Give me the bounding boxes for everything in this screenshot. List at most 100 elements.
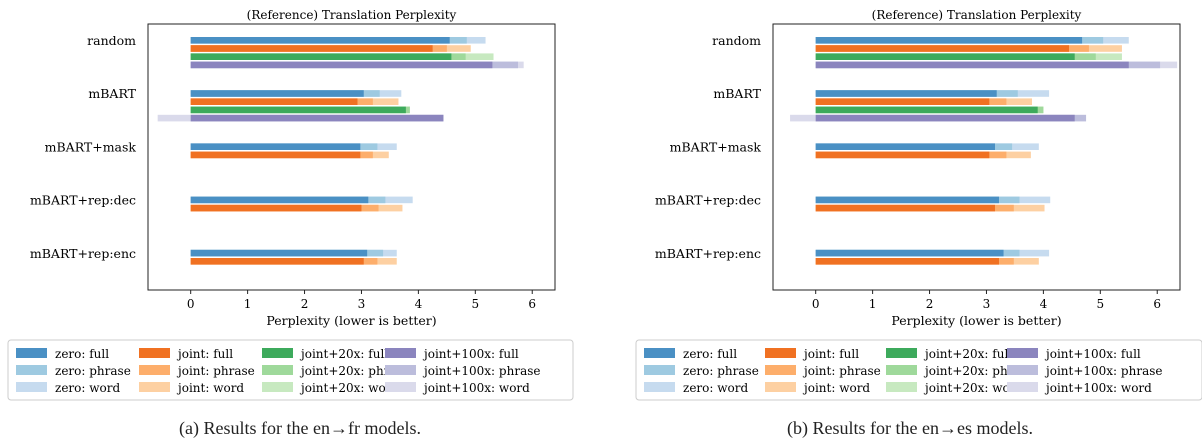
legend-label: joint: full [176, 347, 233, 361]
legend-label: joint+20x: full [923, 347, 1012, 361]
bar-joint-full [815, 45, 1069, 52]
legend-label: joint+100x: phrase [422, 364, 540, 378]
legend-swatch [1007, 365, 1038, 375]
category-label: mBART [88, 86, 136, 101]
legend-swatch [886, 365, 917, 375]
plot-frame [147, 23, 556, 291]
bar-joint100x-word [790, 114, 816, 122]
x-tick-label: 6 [1153, 297, 1161, 311]
chart-en-es: (Reference) Translation Perplexity random… [635, 8, 1202, 401]
bar-joint20x-full [190, 106, 406, 114]
bar-joint-full [815, 151, 990, 159]
legend-swatch [1007, 348, 1038, 358]
chart-en-fr: (Reference) Translation Perplexity random… [7, 8, 574, 401]
legend-swatch [385, 365, 416, 375]
bar-zero-full [815, 90, 997, 97]
category-label: mBART+mask [670, 139, 762, 154]
legend-label: joint+100x: phrase [1044, 364, 1162, 378]
category-label: mBART+rep:enc [655, 246, 761, 261]
legend-swatch [139, 348, 170, 358]
bar-zero-full [190, 37, 450, 44]
legend-label: joint+20x: full [299, 347, 388, 361]
x-tick-label: 3 [983, 297, 991, 311]
legend-label: joint: phrase [802, 364, 881, 378]
legend-label: joint+20x: phrase [299, 364, 410, 378]
panel-en-es: (Reference) Translation Perplexity random… [620, 0, 1202, 448]
bar-joint-full [190, 258, 364, 265]
bar-joint-full [815, 258, 999, 265]
bar-zero-full [815, 37, 1083, 44]
bar-joint20x-full [190, 53, 452, 60]
legend-swatch [385, 348, 416, 358]
chart-title: (Reference) Translation Perplexity [247, 8, 457, 22]
legend-label: joint+100x: full [1044, 347, 1141, 361]
x-tick-label: 6 [528, 297, 536, 311]
category-label: random [712, 33, 761, 48]
legend-swatch [765, 365, 796, 375]
bar-joint100x-full [815, 61, 1129, 69]
bar-zero-full [190, 143, 361, 150]
legend-swatch [139, 365, 170, 375]
x-tick-label: 4 [1040, 297, 1048, 311]
bar-joint20x-full [815, 106, 1038, 114]
category-label: random [87, 33, 136, 48]
legend-swatch [262, 382, 293, 392]
legend-swatch [16, 365, 47, 375]
x-axis-label: Perplexity (lower is better) [266, 313, 436, 328]
bar-joint100x-full [815, 114, 1075, 122]
plot-frame [772, 23, 1181, 291]
legend-swatch [16, 348, 47, 358]
legend-label: zero: full [683, 347, 737, 361]
x-tick-label: 1 [244, 297, 252, 311]
x-tick-label: 5 [471, 297, 479, 311]
bar-joint100x-full [190, 114, 444, 122]
category-label: mBART+mask [45, 139, 137, 154]
legend-label: joint+100x: word [422, 381, 530, 395]
bar-joint-full [190, 98, 358, 105]
legend-label: zero: phrase [683, 364, 759, 378]
x-tick-label: 4 [415, 297, 423, 311]
legend-swatch [886, 348, 917, 358]
bar-zero-full [815, 143, 995, 150]
category-label: mBART [713, 86, 761, 101]
legend-swatch [644, 348, 675, 358]
bar-joint-full [190, 45, 433, 52]
x-axis-label: Perplexity (lower is better) [891, 313, 1061, 328]
x-tick-label: 5 [1096, 297, 1104, 311]
legend-label: joint+100x: word [1044, 381, 1152, 395]
chart-title: (Reference) Translation Perplexity [872, 8, 1082, 22]
legend-label: zero: phrase [55, 364, 131, 378]
legend-label: joint+100x: full [422, 347, 519, 361]
bar-zero-full [815, 249, 1004, 257]
legend-label: joint+20x: word [923, 381, 1024, 395]
legend-label: zero: word [683, 381, 748, 395]
bar-joint-full [815, 204, 995, 212]
bar-zero-full [190, 249, 368, 257]
bar-zero-full [815, 196, 999, 204]
legend-label: joint: full [802, 347, 859, 361]
legend-swatch [139, 382, 170, 392]
x-tick-label: 1 [869, 297, 877, 311]
panel-en-fr: (Reference) Translation Perplexity random… [0, 0, 600, 448]
x-tick-label: 2 [301, 297, 309, 311]
legend-swatch [262, 365, 293, 375]
caption-en-es: (b) Results for the en→es models. [787, 418, 1033, 438]
legend-label: joint: word [802, 381, 870, 395]
bar-joint100x-full [190, 61, 493, 69]
legend-swatch [765, 348, 796, 358]
legend-swatch [262, 348, 293, 358]
legend-swatch [765, 382, 796, 392]
legend-label: zero: full [55, 347, 109, 361]
legend-swatch [886, 382, 917, 392]
bar-joint-full [190, 204, 362, 212]
legend-swatch [644, 382, 675, 392]
legend-swatch [644, 365, 675, 375]
x-tick-label: 3 [358, 297, 366, 311]
legend-label: joint+20x: phrase [923, 364, 1034, 378]
bar-zero-full [190, 90, 364, 97]
legend-swatch [16, 382, 47, 392]
legend-label: zero: word [55, 381, 120, 395]
legend-label: joint: phrase [176, 364, 255, 378]
category-label: mBART+rep:dec [655, 193, 761, 208]
bar-zero-full [190, 196, 369, 204]
